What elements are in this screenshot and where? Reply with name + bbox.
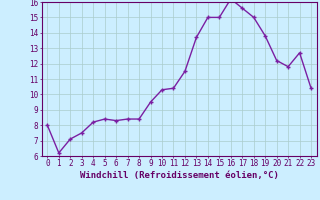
X-axis label: Windchill (Refroidissement éolien,°C): Windchill (Refroidissement éolien,°C) xyxy=(80,171,279,180)
